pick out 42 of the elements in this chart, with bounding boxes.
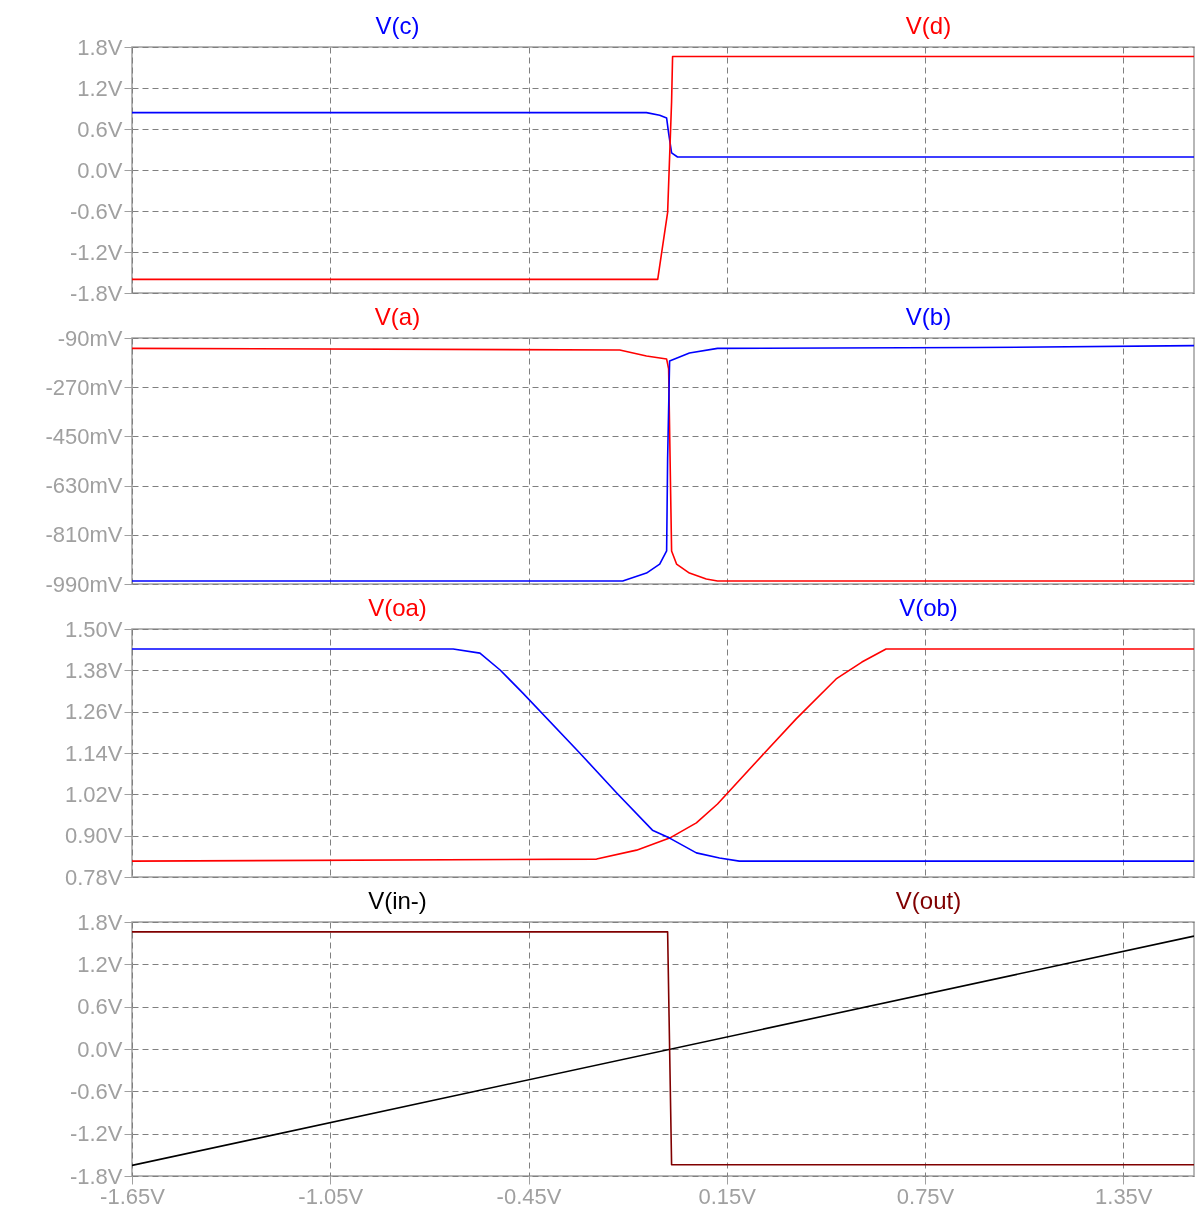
x-tick-label: -1.05V (298, 1183, 364, 1209)
text: V(in-) (368, 887, 427, 914)
text: V(ob) (899, 594, 958, 621)
y-tick-label: 1.26V (65, 699, 123, 725)
y-tick-label: 1.02V (65, 781, 123, 807)
y-tick-label: 1.2V (77, 75, 123, 101)
y-tick-label: -1.2V (69, 239, 123, 265)
y-tick-label: -0.6V (69, 1078, 123, 1104)
text: V(out) (895, 887, 962, 914)
series-label: V(d) (905, 12, 952, 39)
y-tick-label: 1.2V (77, 951, 123, 977)
y-tick-label: 1.14V (65, 740, 123, 766)
x-tick-label: 0.75V (896, 1183, 955, 1209)
y-tick-label: -630mV (45, 473, 123, 499)
y-tick-label: -1.2V (69, 1121, 123, 1147)
y-tick-label: 1.50V (65, 616, 123, 642)
y-tick-label: -450mV (45, 423, 123, 449)
y-tick-label: -810mV (45, 522, 123, 548)
text: V(c) (375, 12, 420, 39)
y-tick-label: -270mV (45, 374, 123, 400)
x-tick-label: -0.45V (496, 1183, 562, 1209)
text: V(oa) (368, 594, 427, 621)
y-tick-label: -90mV (57, 325, 123, 351)
y-tick-label: 1.38V (65, 657, 123, 683)
y-tick-label: 1.8V (77, 909, 123, 935)
y-tick-label: 0.0V (77, 157, 123, 183)
line-series (132, 648, 1194, 862)
series-label: V(b) (905, 303, 952, 330)
y-tick-label: 0.6V (77, 116, 123, 142)
y-tick-label: -1.8V (69, 280, 123, 306)
y-tick-label: -990mV (45, 571, 123, 597)
y-tick-label: 0.78V (65, 864, 123, 890)
x-tick-label: 1.35V (1095, 1183, 1153, 1209)
y-tick-label: 0.0V (77, 1036, 123, 1062)
y-tick-label: -0.6V (69, 198, 123, 224)
y-tick-label: 0.6V (77, 994, 123, 1020)
y-tick-label: 0.90V (65, 823, 123, 849)
y-tick-label: 1.8V (77, 34, 123, 60)
line-series (132, 111, 1194, 158)
series-label: V(a) (374, 303, 421, 330)
line-series (132, 55, 1194, 281)
x-tick-label: 0.15V (698, 1183, 757, 1209)
